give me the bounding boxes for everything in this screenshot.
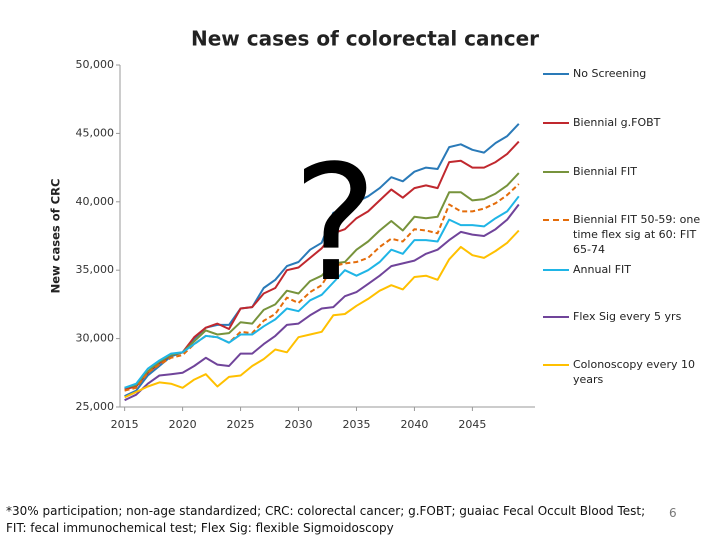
x-tick-label: 2025 xyxy=(227,418,255,431)
legend-swatch xyxy=(543,73,569,75)
legend-entry: Biennial g.FOBT xyxy=(543,115,715,130)
legend-swatch xyxy=(543,122,569,124)
legend-entry: Biennial FIT 50-59: one time flex sig at… xyxy=(543,212,715,257)
legend-entry: Annual FIT xyxy=(543,262,715,277)
legend-entry: Flex Sig every 5 yrs xyxy=(543,309,715,324)
y-tick-label: 45,000 xyxy=(76,126,115,139)
legend-label: Biennial FIT 50-59: one time flex sig at… xyxy=(573,213,701,256)
x-tick-label: 2035 xyxy=(342,418,370,431)
series-line xyxy=(124,172,520,389)
legend-entry: Colonoscopy every 10 years xyxy=(543,357,715,387)
y-tick-label: 50,000 xyxy=(76,58,115,71)
y-axis-label: New cases of CRC xyxy=(49,179,63,294)
x-tick-label: 2040 xyxy=(400,418,428,431)
series-line xyxy=(124,229,520,399)
y-tick-label: 25,000 xyxy=(76,400,115,413)
legend-label: Flex Sig every 5 yrs xyxy=(573,310,682,323)
legend-label: Colonoscopy every 10 years xyxy=(573,358,695,386)
legend-swatch xyxy=(543,316,569,318)
chart-title: New cases of colorectal cancer xyxy=(191,27,539,51)
series-line xyxy=(124,140,520,391)
legend-label: Biennial g.FOBT xyxy=(573,116,661,129)
page-number: 6 xyxy=(669,506,677,520)
x-tick-label: 2030 xyxy=(285,418,313,431)
legend-label: Biennial FIT xyxy=(573,165,637,178)
y-tick-label: 40,000 xyxy=(76,195,115,208)
legend-entry: Biennial FIT xyxy=(543,164,715,179)
legend-swatch xyxy=(543,171,569,173)
legend-swatch xyxy=(543,219,569,221)
footnote: *30% participation; non-age standardized… xyxy=(6,504,646,535)
y-tick-label: 30,000 xyxy=(76,332,115,345)
legend-entry: No Screening xyxy=(543,66,715,81)
y-tick-label: 35,000 xyxy=(76,263,115,276)
x-tick-label: 2045 xyxy=(458,418,486,431)
x-tick-label: 2020 xyxy=(169,418,197,431)
series-line xyxy=(124,203,520,402)
annotation: ? xyxy=(293,130,378,317)
legend-label: Annual FIT xyxy=(573,263,632,276)
x-tick-label: 2015 xyxy=(111,418,139,431)
legend-swatch xyxy=(543,364,569,366)
legend-swatch xyxy=(543,269,569,271)
series-line xyxy=(124,195,520,389)
legend-label: No Screening xyxy=(573,67,647,80)
